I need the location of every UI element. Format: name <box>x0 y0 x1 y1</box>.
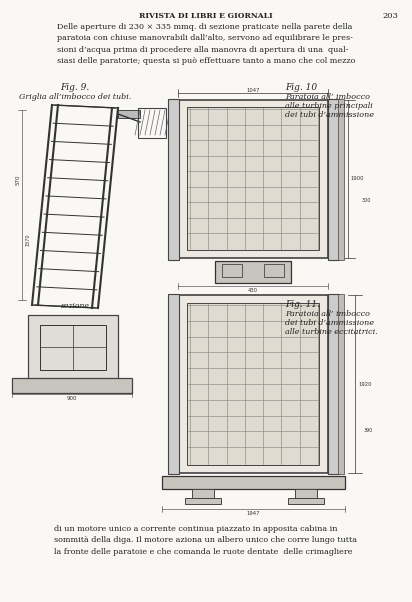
Bar <box>288 498 324 504</box>
Bar <box>118 110 140 118</box>
Text: 300: 300 <box>362 197 371 202</box>
Bar <box>168 99 179 260</box>
Text: sezione: sezione <box>61 302 89 310</box>
Bar <box>12 378 132 393</box>
Bar <box>192 489 214 498</box>
Bar <box>28 315 118 380</box>
Bar <box>138 108 166 138</box>
Text: Delle aperture di 230 × 335 mmq. di sezione praticate nella parete della
paratoi: Delle aperture di 230 × 335 mmq. di sezi… <box>57 23 355 65</box>
Text: 1570: 1570 <box>26 234 30 246</box>
Bar <box>168 294 179 474</box>
Bar <box>215 261 291 283</box>
Text: Fig. 9.: Fig. 9. <box>61 83 90 92</box>
Text: RIVISTA DI LIBRI E GIORNALI: RIVISTA DI LIBRI E GIORNALI <box>139 12 273 20</box>
Bar <box>295 489 317 498</box>
Bar <box>162 476 345 489</box>
Text: Griglia all’imbocco dei tubi.: Griglia all’imbocco dei tubi. <box>19 93 131 101</box>
Text: 430: 430 <box>248 288 258 293</box>
Text: 203: 203 <box>382 12 398 20</box>
Bar <box>40 325 106 370</box>
Bar <box>338 294 344 474</box>
Bar <box>178 100 328 258</box>
Text: 570: 570 <box>16 175 21 185</box>
Bar <box>328 294 339 474</box>
Bar <box>187 107 319 250</box>
Text: 1047: 1047 <box>246 88 260 93</box>
Bar <box>338 99 344 260</box>
Bar <box>222 264 242 277</box>
Text: 390: 390 <box>364 427 373 432</box>
Text: 1900: 1900 <box>350 176 363 181</box>
Text: Fig. 10: Fig. 10 <box>285 83 317 92</box>
Text: 900: 900 <box>67 396 77 401</box>
Text: Fig. 11.: Fig. 11. <box>285 300 320 309</box>
Text: 1947: 1947 <box>246 511 260 516</box>
Bar <box>328 99 339 260</box>
Text: Paratoia all’ imbocco
alle turbine principali
dei tubi d’ammissione: Paratoia all’ imbocco alle turbine princ… <box>285 93 374 119</box>
Text: di un motore unico a corrente continua piazzato in apposita cabina in
sommità de: di un motore unico a corrente continua p… <box>54 525 358 556</box>
Bar <box>178 295 328 473</box>
Bar <box>185 498 221 504</box>
Text: Paratoia all’ imbocco
dei tubi d’ammissione
alle turbine eccitatrici.: Paratoia all’ imbocco dei tubi d’ammissi… <box>285 310 378 337</box>
Text: 1920: 1920 <box>358 382 372 386</box>
Bar <box>264 264 284 277</box>
Bar <box>187 303 319 465</box>
